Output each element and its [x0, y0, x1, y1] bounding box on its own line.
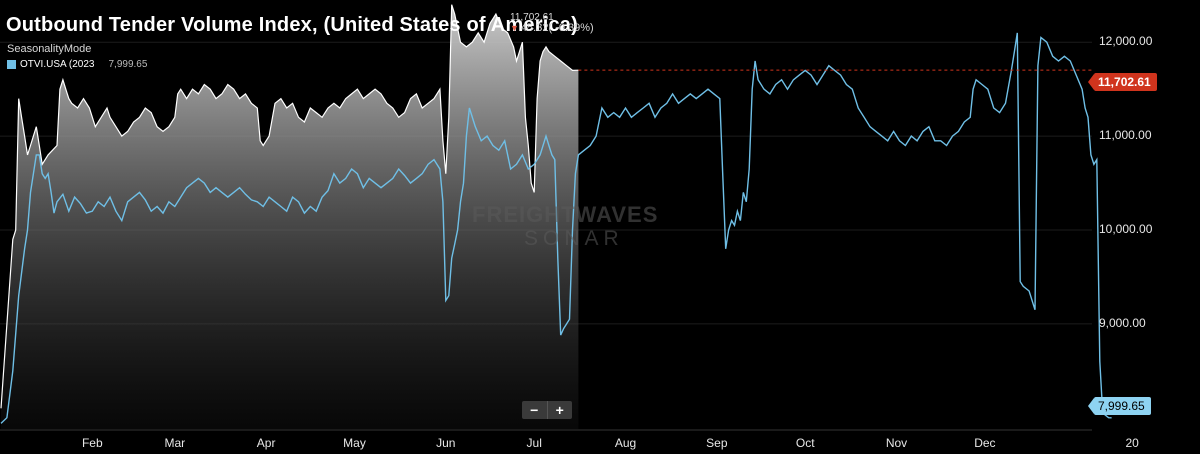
- y-tick-label: 11,000.00: [1099, 128, 1152, 143]
- zoom-out-button[interactable]: −: [530, 402, 539, 418]
- current-area-fill: [1, 4, 579, 429]
- chart-title: Outbound Tender Volume Index, (United St…: [6, 14, 578, 36]
- x-tick-label: Nov: [885, 436, 908, 450]
- x-tick-label: Mar: [164, 436, 186, 450]
- watermark-sonar-text: SONAR: [524, 227, 624, 250]
- x-tick-label: Dec: [974, 436, 996, 450]
- x-tick-label: Feb: [81, 436, 103, 450]
- series-price-tag: 7,999.65: [1094, 397, 1151, 415]
- x-tick-label: Apr: [256, 436, 276, 450]
- last-price-tag: 11,702.61: [1094, 73, 1157, 91]
- down-arrow-icon: ▼: [510, 23, 519, 33]
- legend-value: 7,999.65: [108, 59, 148, 70]
- x-tick-label: Jun: [436, 436, 456, 450]
- mode-label[interactable]: SeasonalityMode: [7, 43, 92, 55]
- legend-item-otvi-2023[interactable]: OTVI.USA (2023 7,999.65: [7, 59, 147, 70]
- x-tick-label: 20: [1125, 436, 1139, 450]
- legend-label: OTVI.USA (2023: [20, 59, 95, 70]
- legend-swatch: [7, 60, 16, 69]
- x-tick-label: Sep: [706, 436, 728, 450]
- header-change-text: 45.32( -0.39%): [520, 22, 594, 34]
- zoom-controls: − +: [522, 401, 572, 419]
- x-tick-label: Jul: [526, 436, 542, 450]
- y-tick-label: 12,000.00: [1099, 34, 1153, 49]
- zoom-in-button[interactable]: +: [546, 401, 573, 419]
- x-tick-label: May: [343, 436, 366, 450]
- x-tick-label: Aug: [614, 436, 637, 450]
- y-tick-label: 10,000.00: [1099, 221, 1153, 236]
- current-area-series: [0, 4, 579, 429]
- header-last-value: 11,702.61: [510, 12, 554, 23]
- otvi-2023-series: [0, 32, 1112, 424]
- y-tick-label: 9,000.00: [1099, 315, 1146, 330]
- current-area-line: [0, 4, 579, 409]
- otvi-2023-line: [0, 32, 1112, 424]
- x-tick-label: Oct: [795, 436, 815, 450]
- watermark-logo-text: FREIGHTWAVES: [472, 202, 659, 227]
- header-change: ▼ 45.32( -0.39%): [510, 22, 594, 34]
